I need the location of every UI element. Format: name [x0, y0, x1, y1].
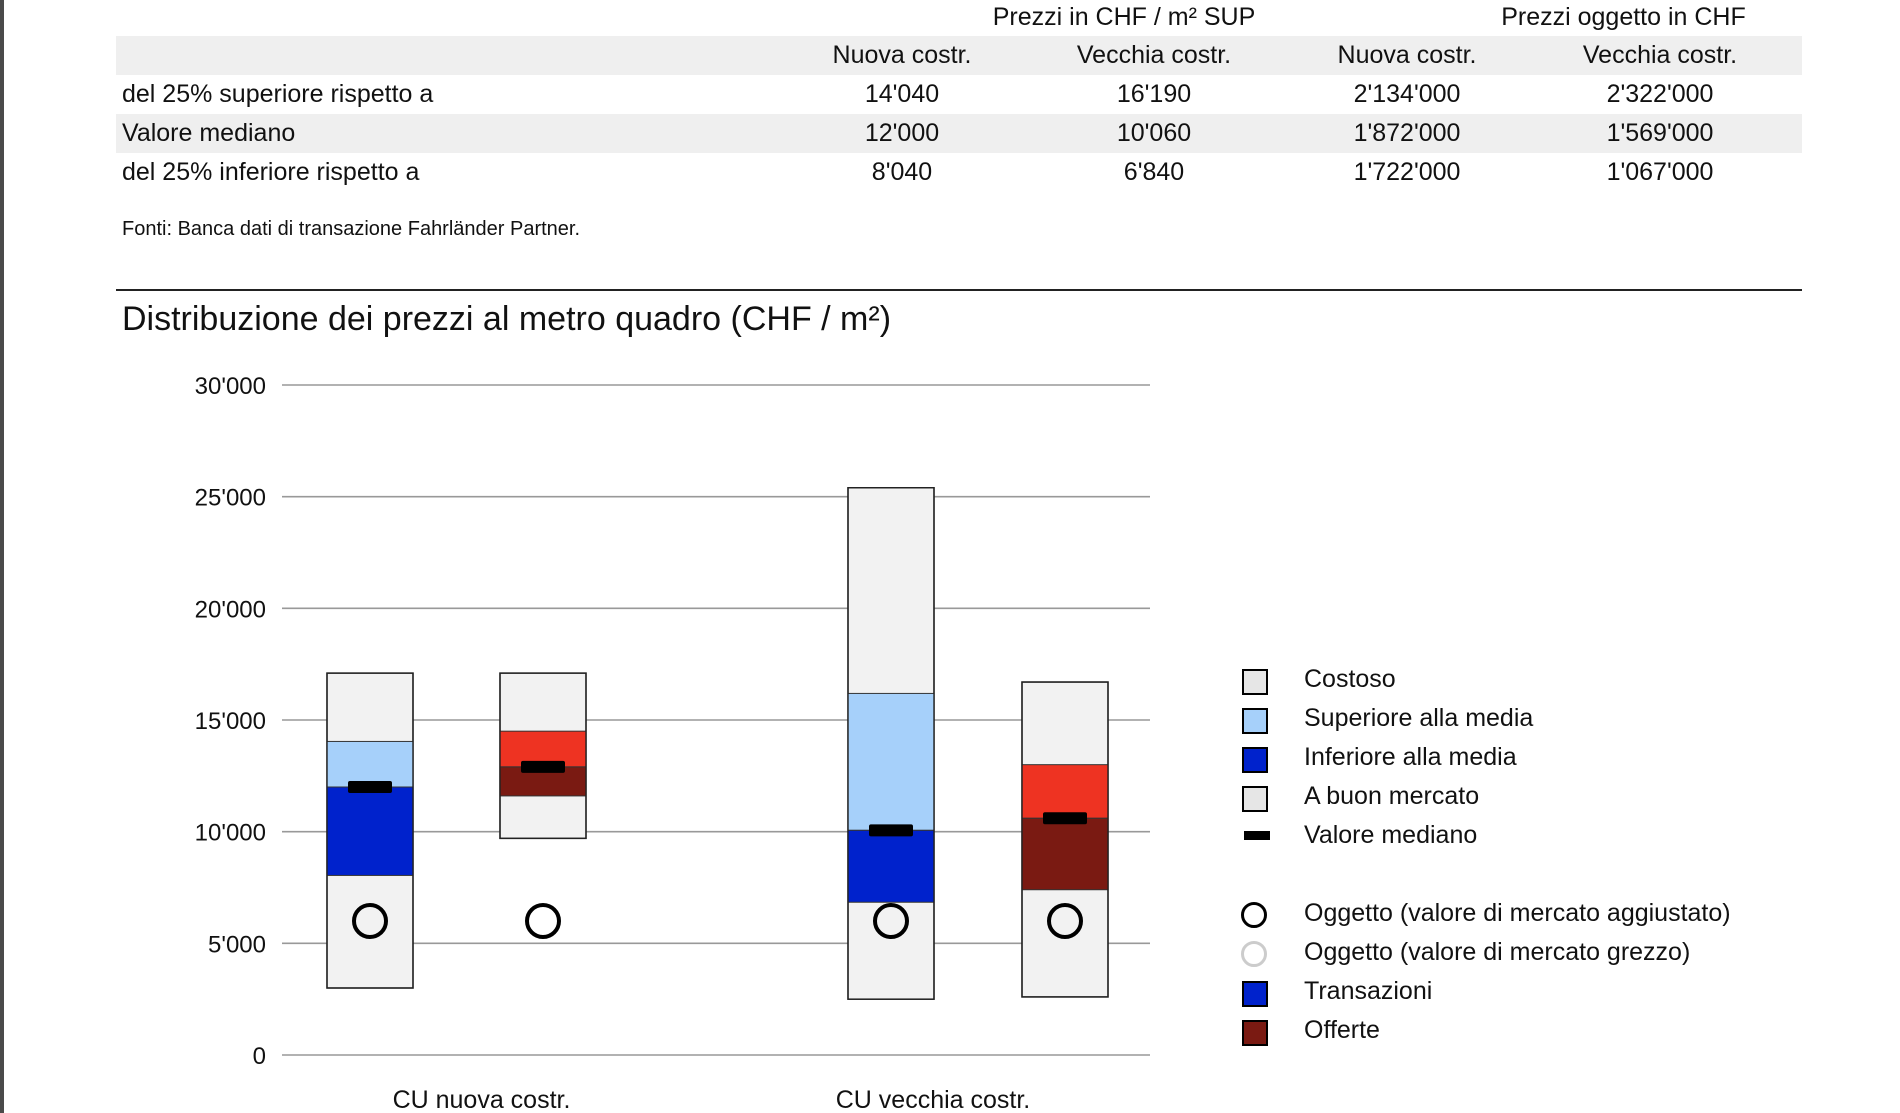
table-row: del 25% inferiore rispetto a 8'040 6'840… — [116, 153, 1802, 192]
table-cell: 6'840 — [1123, 158, 1185, 186]
legend-median-dash — [1244, 831, 1270, 840]
object-value-marker — [1047, 903, 1083, 939]
table-cell: 1'067'000 — [1606, 158, 1714, 186]
table-cell: 14'040 — [864, 80, 940, 108]
legend-item: A buon mercato — [1236, 777, 1836, 816]
legend-label: Transazioni — [1304, 977, 1433, 1005]
median-marker — [348, 781, 392, 793]
legend-swatch — [1242, 669, 1268, 695]
legend-item: Valore mediano — [1236, 816, 1836, 855]
legend-item: Oggetto (valore di mercato grezzo) — [1236, 933, 1836, 972]
legend-label: Inferiore alla media — [1304, 743, 1517, 771]
legend-item: Superiore alla media — [1236, 699, 1836, 738]
table-cell: 2'322'000 — [1606, 80, 1714, 108]
box-outline — [847, 487, 935, 1000]
sources-note: Fonti: Banca dati di transazione Fahrlän… — [122, 218, 581, 240]
legend-swatch — [1242, 981, 1268, 1007]
page-edge — [0, 0, 4, 1113]
table-cell: 10'060 — [1116, 119, 1192, 147]
x-category-label: CU vecchia costr. — [836, 1086, 1031, 1113]
box-outline — [326, 672, 414, 989]
group-header-object-price: Prezzi oggetto in CHF — [1501, 3, 1746, 31]
table-cell: 1'569'000 — [1606, 119, 1714, 147]
table-cell: 1'722'000 — [1353, 158, 1461, 186]
y-tick-label: 20'000 — [195, 596, 266, 623]
table-row: del 25% superiore rispetto a 14'040 16'1… — [116, 75, 1802, 114]
box-lower-quartile — [1021, 817, 1109, 891]
legend-swatch — [1242, 708, 1268, 734]
table-cell: 16'190 — [1116, 80, 1192, 108]
legend-label: A buon mercato — [1304, 782, 1480, 810]
legend-swatch — [1242, 1020, 1268, 1046]
median-marker — [521, 760, 565, 773]
legend-label: Oggetto (valore di mercato grezzo) — [1304, 938, 1691, 966]
table-cell: 1'872'000 — [1353, 119, 1461, 147]
object-value-marker — [525, 903, 561, 939]
legend-label: Oggetto (valore di mercato aggiustato) — [1304, 899, 1731, 927]
chart-title: Distribuzione dei prezzi al metro quadro… — [122, 300, 892, 338]
box-upper-quartile — [1021, 764, 1109, 819]
table-header-row: Nuova costr. Vecchia costr. Nuova costr.… — [116, 36, 1802, 75]
legend-item: Costoso — [1236, 660, 1836, 699]
y-tick-label: 5'000 — [208, 931, 266, 958]
column-header: Nuova costr. — [1337, 41, 1477, 69]
column-header: Vecchia costr. — [1076, 41, 1232, 69]
column-header: Nuova costr. — [832, 41, 972, 69]
y-tick-label: 30'000 — [195, 373, 266, 400]
section-divider — [116, 289, 1802, 291]
legend-swatch — [1242, 786, 1268, 812]
legend-item: Inferiore alla media — [1236, 738, 1836, 777]
table-cell: 2'134'000 — [1353, 80, 1461, 108]
box-outline — [1021, 681, 1109, 998]
median-marker — [1043, 812, 1087, 825]
object-value-marker — [873, 903, 909, 939]
legend-label: Costoso — [1304, 665, 1396, 693]
group-header-price-per-m2: Prezzi in CHF / m² SUP — [992, 3, 1256, 31]
legend-item: Transazioni — [1236, 972, 1836, 1011]
box-upper-quartile — [847, 692, 935, 831]
legend-swatch — [1242, 747, 1268, 773]
y-tick-label: 0 — [253, 1043, 266, 1070]
box-upper-quartile — [326, 740, 414, 788]
row-label: del 25% superiore rispetto a — [122, 80, 434, 108]
row-label: del 25% inferiore rispetto a — [122, 158, 420, 186]
legend-item: Oggetto (valore di mercato aggiustato) — [1236, 894, 1836, 933]
legend-label: Offerte — [1304, 1016, 1380, 1044]
legend-label: Superiore alla media — [1304, 704, 1534, 732]
row-label: Valore mediano — [122, 119, 296, 147]
legend-circle — [1241, 941, 1267, 967]
column-header: Vecchia costr. — [1582, 41, 1738, 69]
legend-label: Valore mediano — [1304, 821, 1478, 849]
y-tick-label: 25'000 — [195, 485, 266, 512]
table-cell: 8'040 — [871, 158, 933, 186]
object-value-marker — [352, 903, 388, 939]
box-lower-quartile — [326, 786, 414, 876]
legend-circle — [1241, 902, 1267, 928]
x-category-label: CU nuova costr. — [393, 1086, 571, 1113]
median-marker — [869, 824, 913, 837]
y-tick-label: 15'000 — [195, 708, 266, 735]
box-outline — [499, 672, 587, 840]
table-cell: 12'000 — [864, 119, 940, 147]
legend-item: Offerte — [1236, 1011, 1836, 1050]
box-lower-quartile — [847, 829, 935, 903]
y-tick-label: 10'000 — [195, 820, 266, 847]
table-row: Valore mediano 12'000 10'060 1'872'000 1… — [116, 114, 1802, 153]
